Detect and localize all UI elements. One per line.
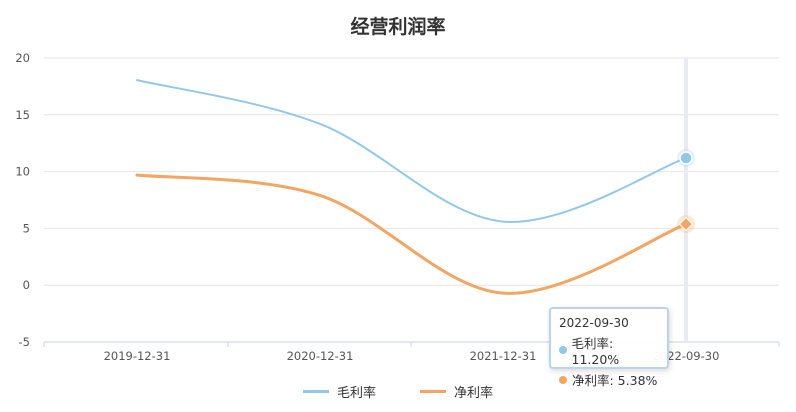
x-tick-label: 2021-12-31 [470,349,537,363]
y-tick-label: 15 [15,108,30,122]
data-point [679,151,693,165]
data-point [678,217,694,232]
series-line-net-margin [135,173,688,295]
tooltip-row-gross: 毛利率: 11.20% [559,333,659,367]
series [135,79,695,295]
y-tick-label: 20 [15,51,30,65]
legend-item-net-margin[interactable]: 净利率 [420,382,493,401]
tooltip-dot-icon [559,375,567,384]
tooltip-net-value: 净利率: 5.38% [572,373,658,388]
legend-line-icon [302,390,329,393]
grid [44,57,779,343]
tooltip-dot-icon [559,346,567,354]
y-tick-label: -5 [19,335,30,349]
chart-title: 经营利润率 [350,16,446,38]
tooltip-gross-value: 毛利率: 11.20% [571,336,620,367]
series-line-gross-margin [136,79,687,223]
legend-line-icon [420,390,446,393]
y-tick-label: 5 [23,221,30,235]
tooltip-date: 2022-09-30 [559,316,629,330]
legend: 毛利率 净利率 [0,382,796,401]
legend-item-gross-margin[interactable]: 毛利率 [302,382,376,401]
x-tick-label: 2020-12-31 [287,349,354,363]
x-tick-label: 2019-12-31 [104,349,171,363]
axes: 20 15 10 5 0 -5 2019-12-31 2020-12-31 2021-12-31… [15,51,780,363]
tooltip: 2022-09-30 毛利率: 11.20% 净利率: 5.38% [549,307,669,388]
legend-label: 净利率 [454,386,494,401]
y-tick-label: 10 [15,165,30,179]
tooltip-row-net: 净利率: 5.38% [559,370,659,389]
legend-label: 毛利率 [336,386,376,401]
y-tick-label: 0 [23,278,30,292]
x-tick-label: 2022-09-30 [653,349,720,363]
